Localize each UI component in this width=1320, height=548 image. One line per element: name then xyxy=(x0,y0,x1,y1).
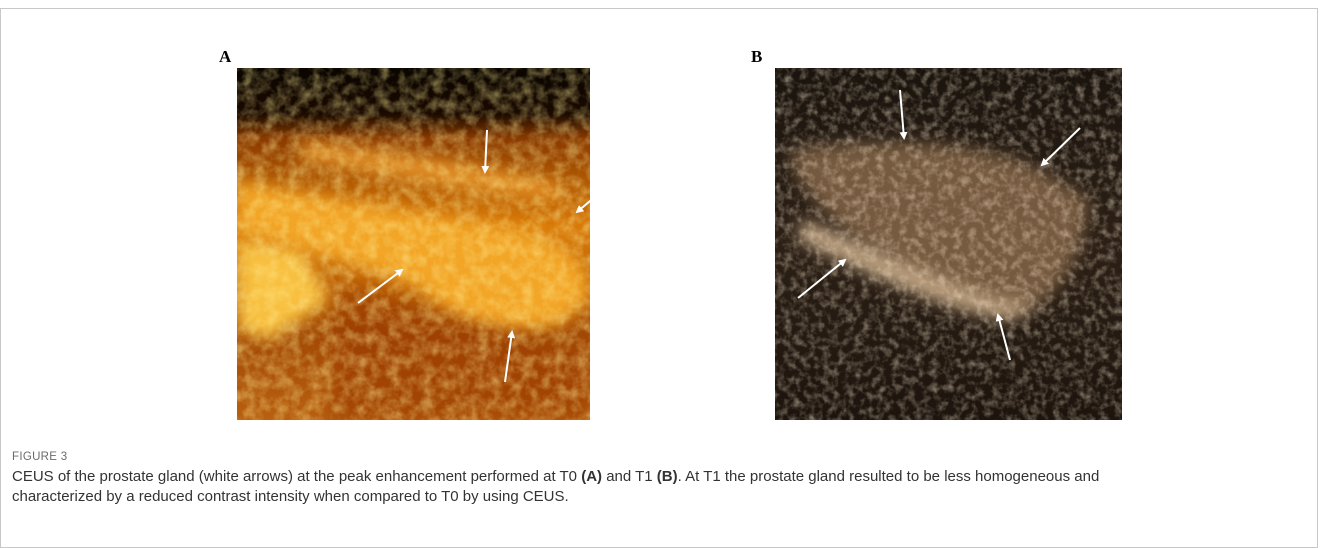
figure-images xyxy=(0,0,1320,531)
caption-text: (A) xyxy=(581,468,602,485)
caption-text: (B) xyxy=(657,468,678,485)
page: A B FIGURE 3 CEUS of the prostate gland … xyxy=(0,0,1320,531)
figure-caption: CEUS of the prostate gland (white arrows… xyxy=(12,467,1182,507)
panel-label: A xyxy=(219,47,231,67)
caption-text: CEUS of the prostate gland (white arrows… xyxy=(12,468,581,485)
figure-label: FIGURE 3 xyxy=(12,451,67,463)
caption-text: and T1 xyxy=(602,468,657,485)
panel-label: B xyxy=(751,47,762,67)
